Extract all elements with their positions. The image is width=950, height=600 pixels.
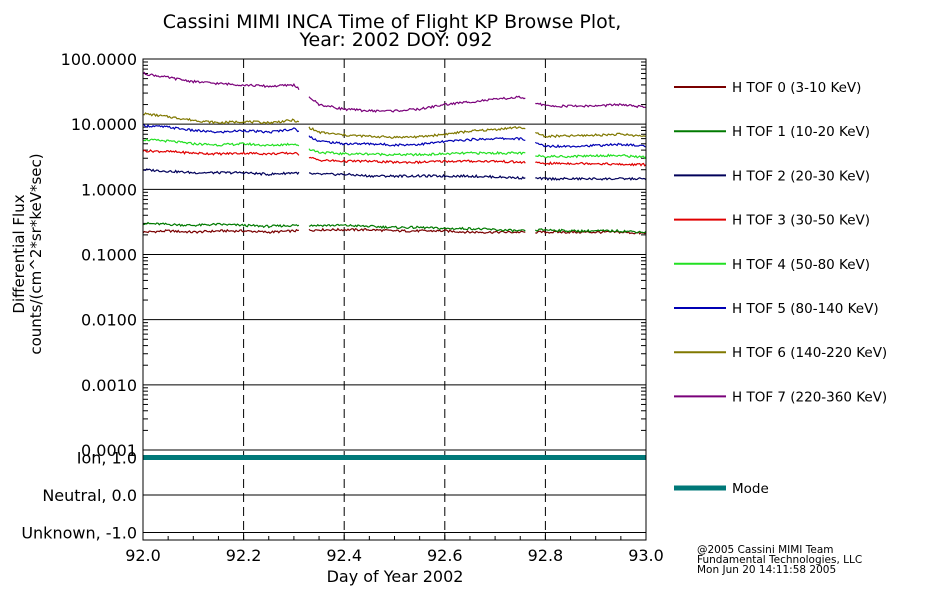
legend-label-6: H TOF 6 (140-220 KeV) [732, 345, 887, 361]
series-line-1 [142, 221, 647, 234]
series-line-6 [142, 112, 647, 139]
x-tick-label: 92.6 [427, 546, 463, 565]
flux-y-tick-label: 0.0010 [81, 376, 137, 395]
flux-y-tick-label: 10.0000 [71, 115, 137, 134]
series-line-2 [142, 168, 647, 181]
legend-label-1: H TOF 1 (10-20 KeV) [732, 124, 870, 140]
legend-label-5: H TOF 5 (80-140 KeV) [732, 301, 879, 317]
gridlines [142, 58, 647, 540]
plot-frames [142, 58, 647, 541]
legend-label-4: H TOF 4 (50-80 KeV) [732, 257, 870, 273]
flux-y-tick-label: 0.1000 [81, 246, 137, 265]
credit-line-1: @2005 Cassini MIMI Team [697, 544, 834, 556]
x-tick-label: 92.4 [326, 546, 362, 565]
chart-title-line2: Year: 2002 DOY: 092 [298, 29, 492, 51]
legend: H TOF 0 (3-10 KeV) H TOF 1 (10-20 KeV) H T… [674, 80, 887, 497]
y-axis-label-line2: counts/(cm^2*sr*keV*sec) [27, 153, 45, 354]
x-tick-label: 93.0 [628, 546, 664, 565]
mode-y-tick-label: Ion, 1.0 [77, 449, 137, 468]
legend-label-2: H TOF 2 (20-30 KeV) [732, 168, 870, 184]
credit-line-3: Mon Jun 20 14:11:58 2005 [697, 564, 837, 576]
mode-panel-frame [142, 449, 647, 541]
x-axis-label: Day of Year 2002 [327, 567, 464, 586]
mode-y-tick-label: Neutral, 0.0 [42, 486, 137, 505]
series-line-3 [142, 149, 647, 167]
mode-y-tick-label: Unknown, -1.0 [21, 524, 137, 543]
flux-y-tick-label: 0.0100 [81, 311, 137, 330]
x-tick-label: 92.2 [226, 546, 262, 565]
series-line-4 [142, 138, 647, 160]
credits: @2005 Cassini MIMI Team Fundamental Tech… [697, 544, 863, 576]
flux-y-tick-label: 0.0001 [81, 441, 137, 460]
credit-line-2: Fundamental Technologies, LLC [697, 554, 863, 566]
series-layer [142, 71, 647, 235]
flux-y-tick-label: 100.0000 [61, 50, 137, 69]
flux-y-tick-label: 1.0000 [81, 180, 137, 199]
series-line-0 [142, 227, 647, 235]
y-axis-label-line1: Differential Flux [10, 194, 28, 313]
x-tick-label: 92.8 [528, 546, 564, 565]
legend-label-3: H TOF 3 (30-50 KeV) [732, 213, 870, 229]
tick-labels: 0.0001 0.0010 0.0100 0.1000 1.0000 10.0000 100… [21, 50, 663, 565]
series-line-5 [142, 123, 647, 149]
x-tick-label: 92.0 [125, 546, 161, 565]
legend-label-mode: Mode [732, 481, 769, 497]
series-line-7 [142, 71, 646, 113]
chart-title-line1: Cassini MIMI INCA Time of Flight KP Brow… [163, 11, 622, 33]
legend-label-7: H TOF 7 (220-360 KeV) [732, 389, 887, 405]
legend-label-0: H TOF 0 (3-10 KeV) [732, 80, 861, 96]
